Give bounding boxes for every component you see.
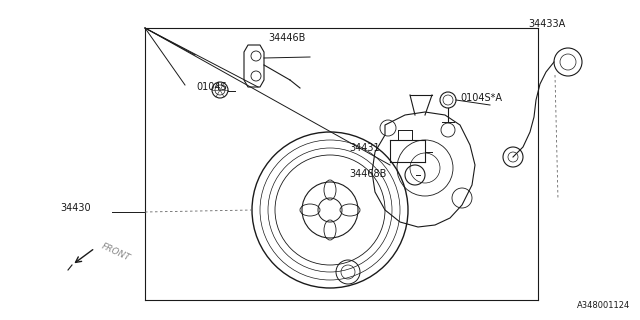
Text: 34433A: 34433A <box>528 19 565 29</box>
Text: 34446B: 34446B <box>268 33 305 43</box>
Text: 34430: 34430 <box>60 203 91 213</box>
Text: 34468B: 34468B <box>349 169 387 179</box>
Text: A348001124: A348001124 <box>577 301 630 310</box>
Text: 34431: 34431 <box>349 143 380 153</box>
Text: 0104S*A: 0104S*A <box>460 93 502 103</box>
Text: 0104S: 0104S <box>196 82 227 92</box>
Text: FRONT: FRONT <box>100 241 132 263</box>
